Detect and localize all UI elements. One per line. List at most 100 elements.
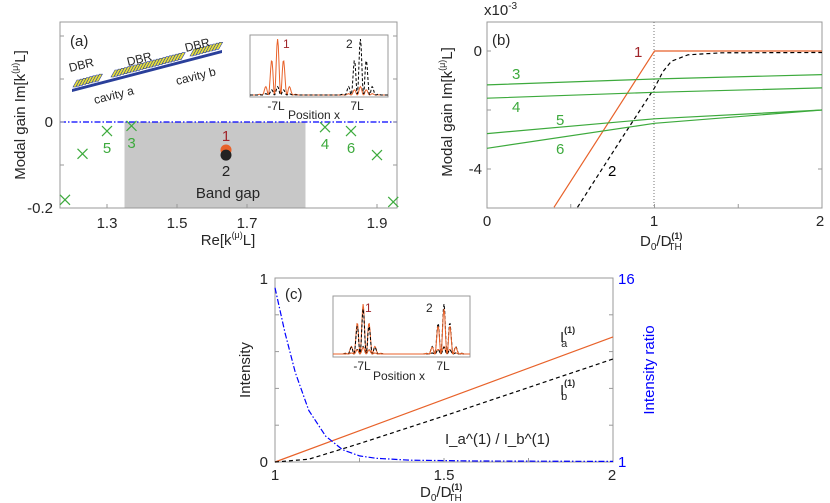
y-right-axis-label: Intensity ratio bbox=[641, 325, 658, 414]
grating-tooth bbox=[215, 42, 224, 50]
x-axis-label: D0/D(1) TH bbox=[640, 231, 682, 253]
cross-icon bbox=[371, 149, 383, 161]
cross-icon bbox=[59, 194, 71, 206]
inset-mode-1-profile bbox=[250, 38, 388, 96]
series-label-ia: I(1) a bbox=[560, 325, 575, 350]
y-axis-label: Modal gain Im[k(μ)L] bbox=[437, 47, 456, 177]
series-lines bbox=[486, 50, 823, 208]
y-tick-label: 0 bbox=[474, 43, 482, 60]
panel-b: x10-3 0 -4 0 1 2 D0/D(1) TH Modal gain Im… bbox=[437, 1, 824, 253]
grating-tooth bbox=[94, 73, 103, 82]
x-tick-label: 1.7 bbox=[237, 215, 258, 232]
inset-x-tick: 7L bbox=[350, 99, 364, 113]
series-label-3: 3 bbox=[512, 66, 520, 83]
x-axis-label: D0/D(1) TH bbox=[420, 482, 462, 503]
cavity-a-label: cavity a bbox=[92, 83, 135, 107]
series-line-ratio bbox=[274, 287, 614, 462]
mode-label: 3 bbox=[127, 135, 135, 152]
inset-x-tick: -7L bbox=[353, 359, 371, 373]
inset-c: 1 2 -7L 7L Position x bbox=[332, 295, 471, 383]
panel-a-axes-box bbox=[59, 21, 398, 209]
mode-markers: 5 3 4 6 1 2 bbox=[59, 120, 399, 208]
series-line-5 bbox=[486, 109, 823, 135]
inset-x-tick: 7L bbox=[436, 359, 450, 373]
mode-marker-cross bbox=[387, 196, 399, 208]
grating-tooth bbox=[177, 52, 186, 60]
series-line-6 bbox=[486, 109, 823, 149]
y-right-tick-label: 16 bbox=[618, 271, 635, 288]
series-label-ib: I(1) b bbox=[560, 378, 575, 403]
x-tick-labels: 1.3 1.5 1.7 1.9 bbox=[97, 204, 388, 232]
y-tick-label: 0 bbox=[45, 114, 53, 131]
inset-label-2: 2 bbox=[346, 37, 353, 51]
y-tick-marks bbox=[60, 35, 397, 166]
band-gap-region bbox=[124, 122, 306, 208]
panel-b-axes-box bbox=[486, 21, 823, 209]
series-label-6: 6 bbox=[556, 141, 564, 158]
inset-x-label: Position x bbox=[288, 108, 340, 122]
x-tick-label: 1.5 bbox=[167, 215, 188, 232]
cross-icon bbox=[319, 121, 331, 133]
inset-x-label: Position x bbox=[373, 369, 425, 383]
y-right-tick-label: 1 bbox=[618, 454, 626, 471]
cross-icon bbox=[126, 120, 137, 132]
mode-label: 4 bbox=[321, 136, 329, 153]
cross-icon bbox=[101, 125, 113, 137]
substrate bbox=[72, 50, 222, 92]
cross-icon bbox=[77, 148, 88, 160]
x-tick-label: 0 bbox=[483, 213, 491, 230]
inset-a: 1 2 -7L 7L Position x bbox=[249, 34, 389, 122]
series-lines bbox=[274, 287, 614, 463]
dbr-label-right: DBR bbox=[183, 35, 211, 55]
inset-label-2: 2 bbox=[426, 301, 433, 315]
panel-a: 0 -0.2 1.3 1.5 1.7 1.9 Re[k(μ)L] Modal gain… bbox=[10, 21, 399, 249]
band-gap-label: Band gap bbox=[196, 185, 260, 202]
x-tick-label: 2 bbox=[816, 213, 824, 230]
x-tick-label: 2 bbox=[608, 467, 616, 484]
x-tick-label: 1 bbox=[271, 467, 279, 484]
panel-label: (b) bbox=[492, 32, 510, 49]
x-tick-label: 1 bbox=[650, 213, 658, 230]
inset-label-1: 1 bbox=[365, 301, 372, 315]
dbr-label-middle: DBR bbox=[125, 49, 153, 69]
dbr-schematic: DBR DBR DBR cavity a cavity b bbox=[67, 35, 224, 107]
series-label-2: 2 bbox=[608, 163, 616, 180]
x-tick-label: 1.5 bbox=[434, 467, 455, 484]
mode-marker-cross: 6 bbox=[345, 125, 357, 157]
series-label-4: 4 bbox=[512, 99, 520, 116]
mode-marker-cross bbox=[371, 149, 383, 161]
panel-c: 1 0 16 1 1 1.5 2 D0/D(1) TH Intensity Int… bbox=[237, 271, 658, 503]
mode-marker-cross: 4 bbox=[319, 121, 331, 153]
inset-x-tick: -7L bbox=[267, 99, 285, 113]
series-line-2 bbox=[576, 51, 823, 208]
y-tick-label: 1 bbox=[260, 271, 268, 288]
series-label-5: 5 bbox=[556, 112, 564, 129]
cross-icon bbox=[387, 196, 399, 208]
mode-marker-cross: 3 bbox=[126, 120, 137, 152]
y-axis-label: Intensity bbox=[237, 342, 254, 398]
panel-label: (a) bbox=[70, 33, 88, 50]
y-tick-label: -4 bbox=[469, 161, 482, 178]
cross-icon bbox=[345, 125, 357, 137]
x-tick-label: 1.9 bbox=[367, 215, 388, 232]
dbr-label-left: DBR bbox=[67, 55, 95, 75]
mode-marker-cross bbox=[77, 148, 88, 160]
series-label-1: 1 bbox=[634, 44, 642, 61]
mode-marker-dot bbox=[220, 149, 232, 161]
y-axis-label: Modal gain Im[k(μ)L] bbox=[10, 50, 29, 180]
y-tick-label: -0.2 bbox=[27, 200, 53, 217]
mode-label: 6 bbox=[347, 140, 355, 157]
y-scale-label: x10-3 bbox=[484, 1, 518, 19]
mode-label: 2 bbox=[222, 163, 230, 180]
inset-mode-2-profile bbox=[250, 38, 388, 96]
x-tick-label: 1.3 bbox=[97, 215, 118, 232]
panel-label: (c) bbox=[285, 286, 303, 303]
series-line-3 bbox=[486, 74, 823, 86]
y-tick-label: 0 bbox=[260, 454, 268, 471]
mode-label: 1 bbox=[222, 128, 230, 145]
series-line-4 bbox=[486, 87, 823, 99]
mode-marker-cross: 5 bbox=[101, 125, 113, 157]
mode-label: 5 bbox=[103, 140, 111, 157]
series-label-ratio: I_a^(1) / I_b^(1) bbox=[445, 431, 550, 448]
